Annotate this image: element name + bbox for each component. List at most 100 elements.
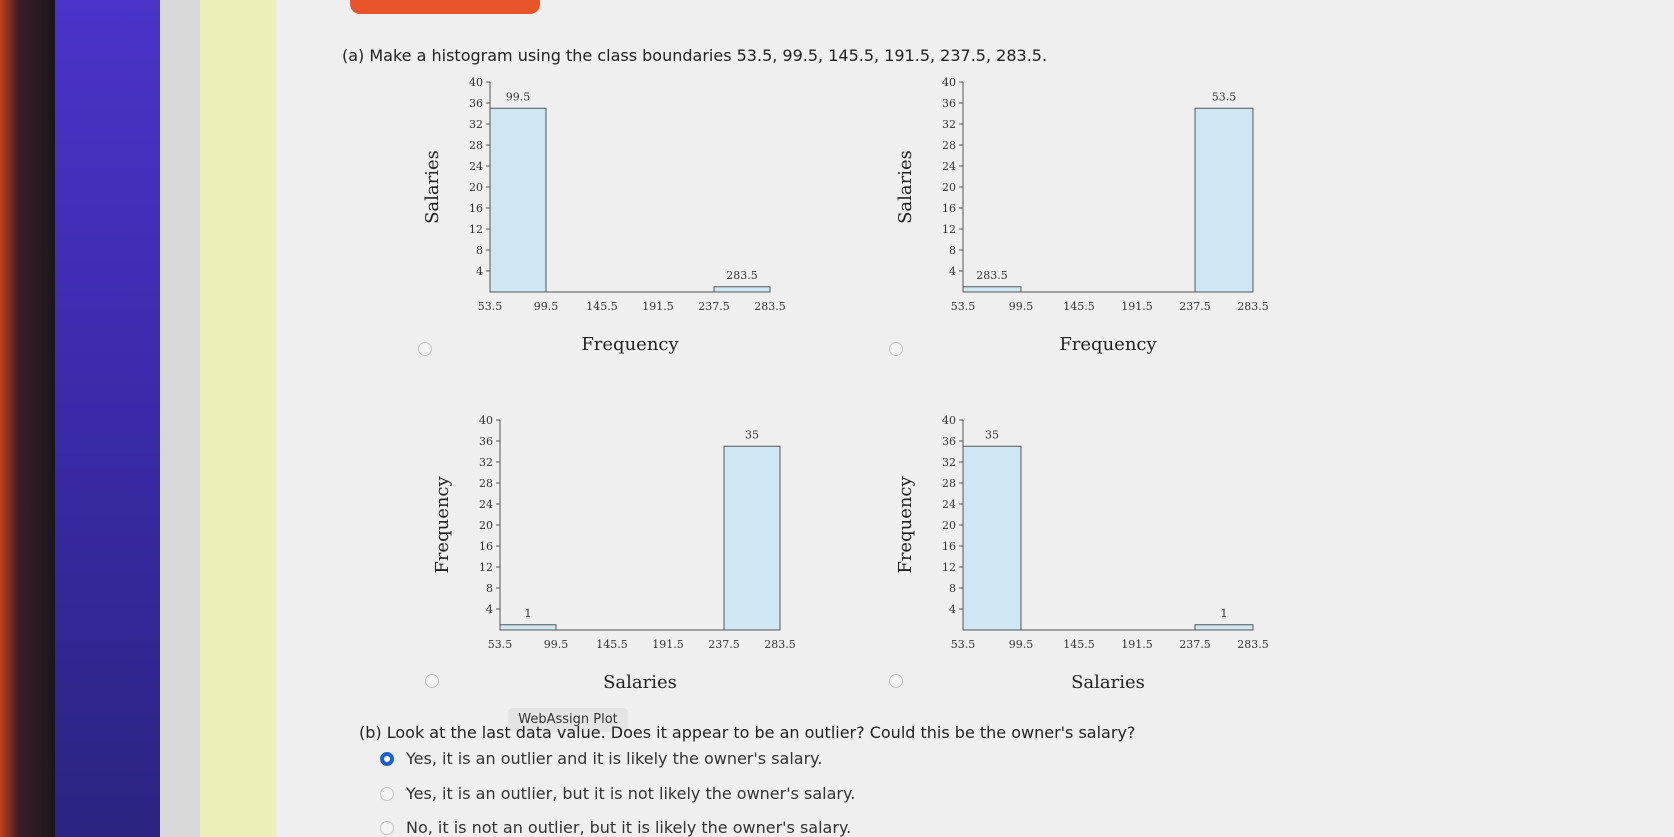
histogram-bar	[723, 445, 781, 631]
y-tick-label: 12	[479, 561, 493, 574]
bar-data-label: 1	[525, 607, 532, 620]
x-tick-label: 99.5	[1009, 300, 1034, 313]
y-tick-label: 20	[942, 519, 956, 532]
y-tick-label: 16	[469, 202, 483, 215]
y-tick-label: 32	[942, 456, 956, 469]
answer-option-1[interactable]: Yes, it is an outlier and it is likely t…	[380, 749, 822, 768]
y-tick-label: 28	[479, 477, 493, 490]
webassign-plot-tooltip: WebAssign Plot	[508, 708, 628, 732]
y-tick-label: 40	[942, 414, 956, 427]
x-tick-label: 191.5	[642, 300, 674, 313]
y-tick-label: 32	[479, 456, 493, 469]
x-tick-label: 283.5	[1237, 300, 1269, 313]
x-tick-label: 283.5	[1237, 638, 1269, 651]
y-tick-label: 28	[942, 139, 956, 152]
answer-option-2[interactable]: Yes, it is an outlier, but it is not lik…	[380, 784, 855, 803]
x-tick-label: 99.5	[534, 300, 559, 313]
histogram-bar	[489, 107, 547, 293]
y-axis-title: Salaries	[422, 150, 443, 224]
answer-option-2-label: Yes, it is an outlier, but it is not lik…	[406, 784, 856, 803]
histogram-bar	[1194, 624, 1254, 631]
answer-option-1-label: Yes, it is an outlier and it is likely t…	[406, 749, 823, 768]
bar-data-label: 53.5	[1212, 90, 1237, 103]
y-tick-label: 8	[949, 582, 956, 595]
histogram-option-4[interactable]: 4 8 12 16 20 24 28 32 36 40 53.5 99.5 145.5 191.5 237.…	[893, 408, 1323, 698]
sidebar-highlight	[200, 0, 276, 837]
x-tick-label: 53.5	[951, 638, 976, 651]
y-tick-label: 28	[942, 477, 956, 490]
y-tick-label: 36	[469, 97, 483, 110]
x-tick-label: 237.5	[1179, 300, 1211, 313]
y-tick-label: 40	[942, 76, 956, 89]
answer-option-2-radio[interactable]	[380, 786, 394, 801]
y-tick-label: 36	[479, 435, 493, 448]
x-tick-label: 283.5	[764, 638, 796, 651]
x-tick-label: 237.5	[708, 638, 740, 651]
sidebar-gutter	[160, 0, 202, 837]
x-tick-label: 191.5	[1121, 638, 1153, 651]
x-tick-label: 53.5	[478, 300, 503, 313]
x-axis-title: Frequency	[581, 334, 679, 355]
y-tick-label: 16	[942, 540, 956, 553]
y-tick-label: 36	[942, 97, 956, 110]
x-tick-label: 145.5	[1063, 638, 1095, 651]
y-tick-label: 20	[942, 181, 956, 194]
question-b-text: (b) Look at the last data value. Does it…	[359, 723, 1136, 742]
submit-button[interactable]	[350, 0, 540, 14]
bar-data-label: 283.5	[976, 269, 1008, 282]
bar-data-label: 99.5	[506, 90, 531, 103]
bar-data-label: 1	[1221, 607, 1228, 620]
histogram-option-1[interactable]: 4 8 12 16 20 24 28 32 36 40 53.5 99.5 145.5 191.5 237.…	[420, 70, 840, 360]
y-tick-label: 32	[942, 118, 956, 131]
histogram-option-3-radio[interactable]	[425, 674, 439, 688]
y-tick-label: 32	[469, 118, 483, 131]
x-axis-title: Salaries	[603, 672, 677, 693]
y-tick-label: 28	[469, 139, 483, 152]
y-tick-label: 8	[949, 244, 956, 257]
y-tick-label: 24	[479, 498, 493, 511]
y-tick-label: 12	[469, 223, 483, 236]
desk-background	[0, 0, 62, 837]
bar-data-label: 35	[985, 428, 999, 441]
x-tick-label: 99.5	[544, 638, 569, 651]
y-tick-label: 36	[942, 435, 956, 448]
y-tick-label: 4	[486, 603, 493, 616]
y-tick-label: 40	[469, 76, 483, 89]
x-tick-label: 191.5	[652, 638, 684, 651]
histogram-bar	[962, 445, 1022, 631]
wallpaper-strip	[55, 0, 175, 837]
y-tick-label: 4	[949, 265, 956, 278]
answer-option-3[interactable]: No, it is not an outlier, but it is like…	[380, 818, 851, 837]
histogram-bar	[713, 286, 771, 293]
histogram-option-2[interactable]: 4 8 12 16 20 24 28 32 36 40 53.5 99.5 145.5 191.5 237.…	[893, 70, 1323, 360]
answer-option-1-radio[interactable]	[380, 751, 394, 766]
x-tick-label: 145.5	[596, 638, 628, 651]
y-tick-label: 20	[479, 519, 493, 532]
x-tick-label: 145.5	[586, 300, 618, 313]
x-tick-label: 53.5	[488, 638, 513, 651]
y-tick-label: 12	[942, 561, 956, 574]
histogram-option-3[interactable]: 4 8 12 16 20 24 28 32 36 40 53.5 99.5 145.5 191.5 237.…	[430, 408, 850, 698]
x-tick-label: 237.5	[1179, 638, 1211, 651]
y-tick-label: 12	[942, 223, 956, 236]
y-tick-label: 20	[469, 181, 483, 194]
bar-data-label: 35	[745, 428, 759, 441]
histogram-option-2-radio[interactable]	[889, 342, 903, 356]
y-tick-label: 24	[942, 160, 956, 173]
y-tick-label: 4	[949, 603, 956, 616]
bar-data-label: 283.5	[726, 269, 758, 282]
y-tick-label: 8	[476, 244, 483, 257]
histogram-bar	[499, 624, 557, 631]
y-tick-label: 16	[479, 540, 493, 553]
y-tick-label: 8	[486, 582, 493, 595]
histogram-option-1-radio[interactable]	[418, 342, 432, 356]
x-tick-label: 53.5	[951, 300, 976, 313]
y-tick-label: 4	[476, 265, 483, 278]
histogram-option-4-radio[interactable]	[889, 674, 903, 688]
x-tick-label: 145.5	[1063, 300, 1095, 313]
answer-option-3-label: No, it is not an outlier, but it is like…	[406, 818, 852, 837]
x-axis-title: Salaries	[1071, 672, 1145, 693]
x-tick-label: 99.5	[1009, 638, 1034, 651]
y-axis-title: Frequency	[432, 475, 453, 573]
answer-option-3-radio[interactable]	[380, 820, 394, 835]
